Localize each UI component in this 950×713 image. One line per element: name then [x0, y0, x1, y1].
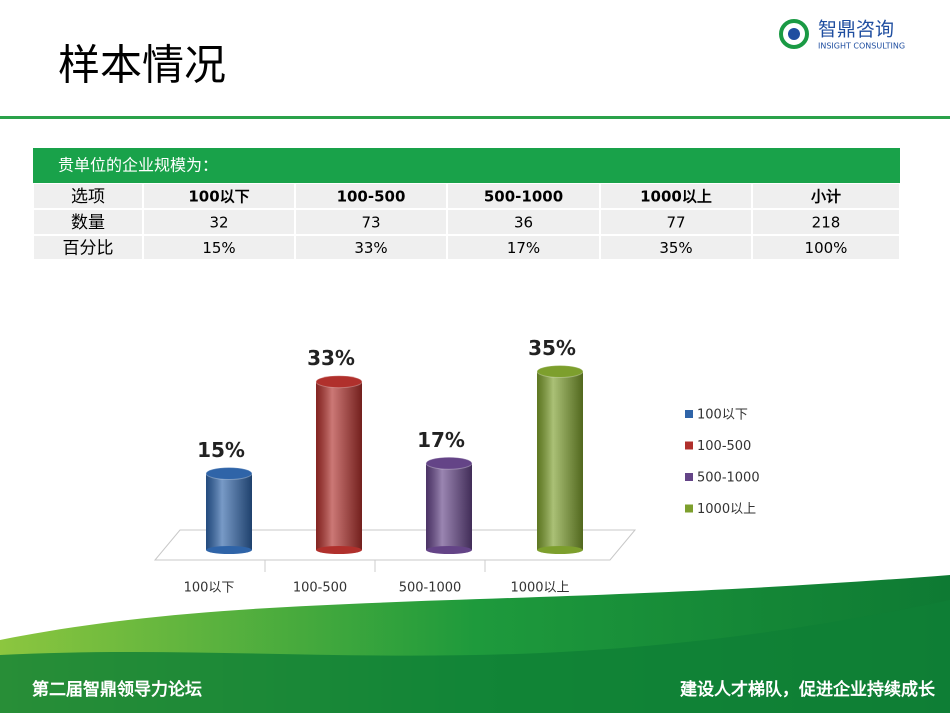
cylinder-shade — [206, 473, 252, 550]
table-cell: 17% — [507, 239, 540, 257]
table-cell: 218 — [812, 214, 841, 232]
cylinder-bottom — [537, 546, 583, 554]
data-label: 33% — [307, 346, 355, 370]
cylinder-bottom — [206, 546, 252, 554]
legend-swatch — [685, 441, 693, 450]
x-tick-label: 100以下 — [184, 581, 235, 596]
table-cell-bg — [34, 210, 142, 234]
data-label: 35% — [528, 336, 576, 360]
cylinder-top — [205, 467, 253, 480]
cylinder-top — [425, 456, 473, 470]
table-cell-bg — [34, 236, 142, 259]
table-cell: 选项 — [71, 187, 105, 207]
table-cell: 小计 — [811, 188, 841, 206]
chart-floor — [153, 529, 637, 561]
legend-swatch — [685, 504, 693, 513]
footer-left: 第二届智鼎领导力论坛 — [32, 679, 202, 700]
logo-sub: INSIGHT CONSULTING — [818, 42, 905, 51]
table-cell-bg — [601, 236, 751, 259]
cylinder-bottom — [316, 546, 362, 554]
cylinder-top — [315, 375, 363, 389]
table-cell-bg — [601, 184, 751, 208]
data-label: 15% — [197, 438, 245, 462]
table-caption: 贵单位的企业规模为： — [58, 156, 218, 175]
table-cell-bg — [296, 184, 446, 208]
table-cell-bg — [448, 184, 599, 208]
table-cell-bg — [34, 184, 142, 208]
cylinder-shade — [426, 463, 472, 550]
legend-label: 500-1000 — [697, 471, 760, 486]
table-cell: 500-1000 — [484, 188, 563, 206]
logo-name: 智鼎咨询 — [818, 19, 894, 41]
table-cell-bg — [753, 210, 899, 234]
table-cell: 15% — [202, 239, 235, 257]
logo-mark-core — [788, 28, 800, 40]
table-cell: 33% — [354, 239, 387, 257]
slide-title: 样本情况 — [58, 41, 226, 90]
logo-mark — [779, 19, 809, 49]
data-label: 17% — [417, 428, 465, 452]
cylinder-shade — [537, 371, 583, 550]
table-cell: 1000以上 — [640, 188, 712, 206]
table-cell: 百分比 — [63, 239, 114, 259]
table-cell: 77 — [666, 214, 685, 232]
table-cell-bg — [144, 236, 294, 259]
table-cell-bg — [296, 210, 446, 234]
table-cell-bg — [144, 210, 294, 234]
table-cell: 100-500 — [337, 188, 406, 206]
x-tick-label: 100-500 — [293, 581, 347, 596]
table-cell: 36 — [514, 214, 533, 232]
table-cell-bg — [448, 236, 599, 259]
table-cell: 73 — [361, 214, 380, 232]
table-cell: 35% — [659, 239, 692, 257]
table-caption-bg — [33, 148, 900, 183]
footer-right: 建设人才梯队，促进企业持续成长 — [680, 679, 936, 700]
cylinder-shade — [316, 381, 362, 550]
legend-swatch — [685, 473, 693, 481]
table-cell: 100以下 — [188, 188, 249, 206]
footer-wave-dark — [0, 600, 950, 713]
table-cell: 32 — [209, 214, 228, 232]
table-cell-bg — [753, 184, 899, 208]
legend-label: 100-500 — [697, 439, 751, 454]
cylinder-bottom — [426, 546, 472, 554]
table-cell-bg — [601, 210, 751, 234]
table-cell-bg — [448, 210, 599, 234]
table-cell-bg — [296, 236, 446, 259]
legend-label: 1000以上 — [697, 502, 756, 517]
cylinder-top — [536, 365, 584, 378]
table-cell-bg — [753, 236, 899, 259]
x-tick-label: 500-1000 — [399, 581, 462, 596]
chart: 15% 100以下 100以下 33% 100-500 100-500 17% 500-100… — [153, 336, 760, 596]
table-cell-bg — [144, 184, 294, 208]
table-cell: 100% — [805, 239, 848, 257]
legend-swatch — [685, 410, 693, 418]
title-rule — [0, 116, 950, 119]
x-tick-label: 1000以上 — [510, 581, 569, 596]
table-cell: 数量 — [71, 213, 105, 233]
legend-label: 100以下 — [697, 408, 748, 423]
